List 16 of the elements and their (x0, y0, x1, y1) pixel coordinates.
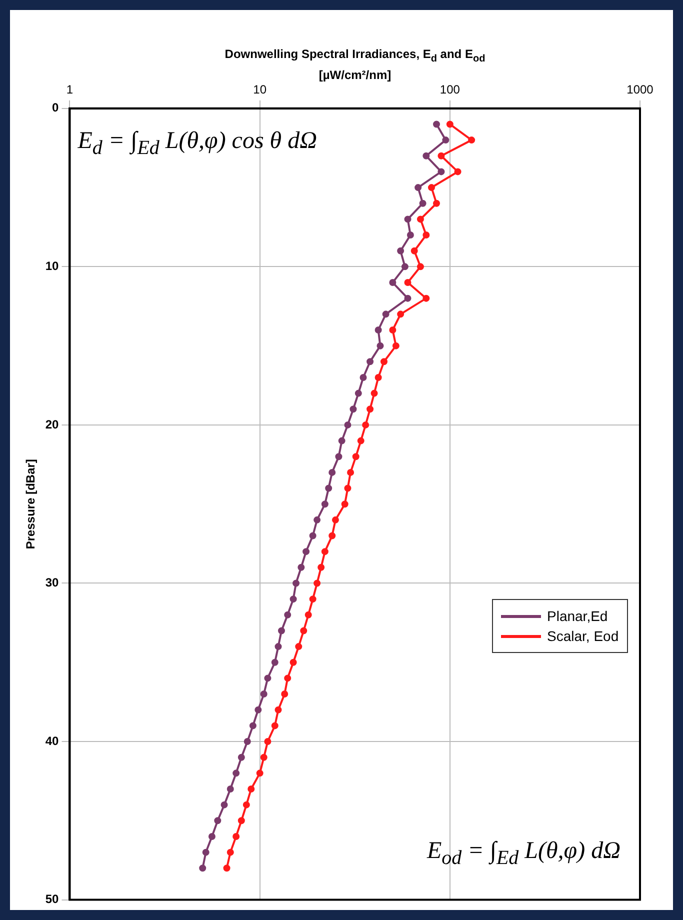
y-tick-label: 30 (45, 576, 60, 590)
text: Downwelling Spectral Irradiances, E$_{d}$ and E$_{od}$ [µW/cm²/nm] (224, 47, 486, 82)
y-axis-title: Pressure [dBar] (24, 459, 38, 550)
y-tick-label: 0 (52, 100, 60, 115)
y-tick-label: 50 (45, 892, 60, 906)
legend-label: Scalar, Eod (547, 628, 619, 644)
annotation: E$_{d}$ = ∫$_{Ed}$ L(θ,φ) cos θ dΩ (78, 128, 317, 160)
x-tick-label: 1000 (626, 82, 654, 97)
annotation: E$_{od}$ = ∫$_{Ed}$ L(θ,φ) dΩ (427, 838, 620, 870)
x-tick-label: 1 (66, 82, 74, 97)
y-tick-label: 20 (45, 417, 60, 432)
legend-label: Planar,Ed (547, 608, 608, 624)
y-tick-label: 40 (45, 734, 60, 748)
x-tick-label: 10 (253, 82, 267, 97)
y-tick-label: 10 (45, 258, 60, 273)
x-tick-label: 100 (440, 82, 460, 97)
